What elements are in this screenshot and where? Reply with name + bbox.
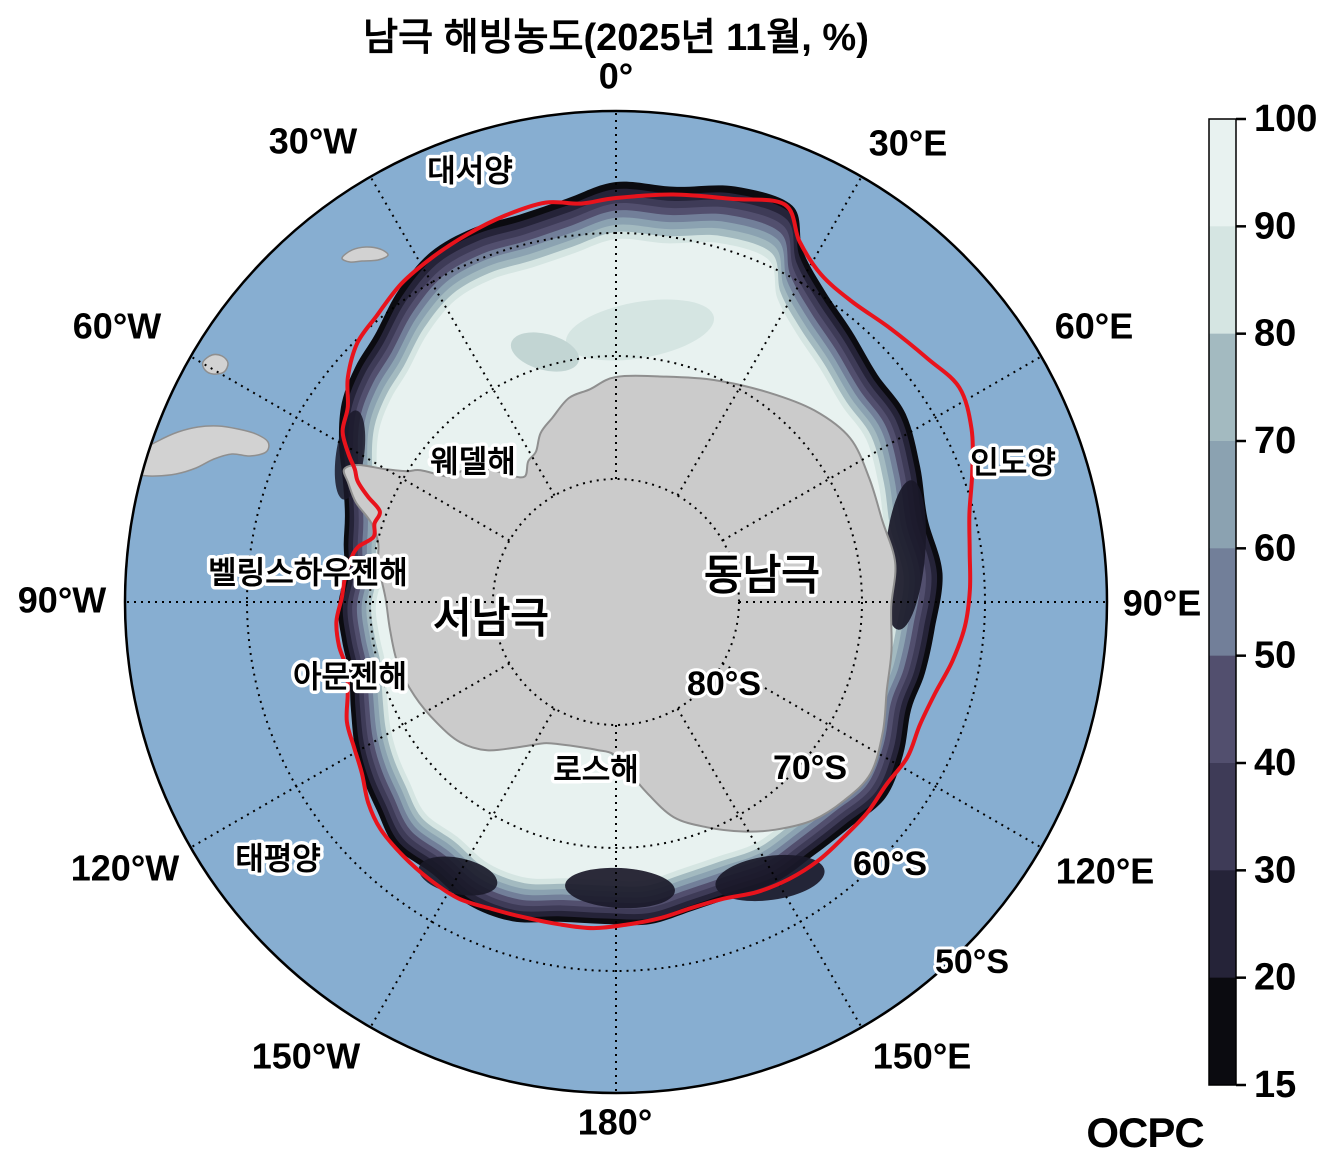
meridian-label-60w: 60°W — [73, 306, 161, 347]
meridian-line — [369, 176, 556, 496]
meridian-line — [190, 662, 510, 849]
colorbar-tick-label: 15 — [1254, 1064, 1296, 1106]
meridian-label-90w: 90°W — [18, 580, 106, 621]
meridian-label-180: 180° — [578, 1102, 652, 1143]
ice-detail-patch — [510, 332, 580, 372]
ice-detail-patch — [565, 299, 715, 361]
meridian-line — [722, 355, 1042, 542]
label-weddell-sea: 웨델해 — [430, 445, 516, 480]
meridian-line — [190, 355, 510, 542]
antarctica-continent — [342, 374, 897, 833]
label-west-antarctica: 서남극 — [433, 595, 549, 642]
colorbar-tick-label: 30 — [1254, 849, 1296, 891]
figure-title: 남극 해빙농도(2025년 11월, %) — [363, 17, 869, 59]
label-ross-sea: 로스해 — [553, 753, 639, 788]
meridian-line — [722, 662, 1042, 849]
polar-map: 0° 30°E 60°E 90°E 120°E 150°E 180° 150°W… — [18, 56, 1201, 1143]
label-east-antarctica: 동남극 — [704, 552, 820, 599]
island-south-georgia — [341, 246, 389, 263]
meridian-label-90e: 90°E — [1123, 583, 1201, 624]
meridian-label-30w: 30°W — [269, 121, 357, 162]
meridian-label-120e: 120°E — [1056, 851, 1154, 892]
colorbar-segment — [1209, 655, 1236, 764]
red-ice-edge-line — [334, 192, 975, 931]
parallel-label-50s: 50°S — [935, 943, 1009, 981]
ocpc-logo: OCPC — [1086, 1109, 1204, 1156]
label-atlantic-ocean: 대서양 — [427, 154, 513, 189]
meridian-line — [369, 708, 556, 1028]
parallel-circle — [369, 355, 863, 849]
colorbar-segment — [1209, 441, 1236, 549]
label-indian-ocean: 인도양 — [970, 446, 1056, 481]
colorbar-border — [1208, 118, 1237, 1086]
colorbar-tick-label: 40 — [1254, 742, 1296, 784]
colorbar-segment — [1209, 763, 1236, 871]
colorbar-tick-label: 90 — [1254, 205, 1296, 247]
colorbar-segment — [1209, 870, 1236, 979]
meridian-line — [676, 708, 863, 1028]
colorbar-segment — [1209, 977, 1236, 1086]
island-tierra-del-fuego — [127, 425, 270, 477]
colorbar-segment — [1209, 119, 1236, 227]
meridian-label-120w: 120°W — [71, 848, 179, 889]
colorbar-tick-label: 20 — [1254, 957, 1296, 999]
map-boundary-circle — [123, 109, 1109, 1095]
meridian-line — [676, 176, 863, 496]
colorbar-tick-label: 100 — [1254, 98, 1317, 140]
colorbar-tick-label: 80 — [1254, 313, 1296, 355]
graticule-layer — [125, 111, 1107, 1093]
label-amundsen-sea: 아문젠해 — [293, 660, 407, 695]
label-pacific-ocean: 태평양 — [235, 842, 321, 877]
colorbar-tick-label: 50 — [1254, 635, 1296, 677]
colorbar-tick-label: 70 — [1254, 420, 1296, 462]
meridian-label-30e: 30°E — [869, 123, 947, 164]
colorbar: 100 90 80 70 60 50 40 30 20 15 — [1208, 98, 1317, 1106]
ice-detail-patch — [565, 867, 675, 909]
ice-detail-patch — [715, 854, 825, 902]
meridian-label-0: 0° — [599, 56, 633, 97]
meridian-label-60e: 60°E — [1055, 306, 1133, 347]
colorbar-segment — [1209, 333, 1236, 442]
colorbar-segment — [1209, 548, 1236, 657]
meridian-label-150e: 150°E — [873, 1036, 971, 1077]
parallel-label-70s: 70°S — [773, 749, 847, 787]
label-bellingshausen-sea: 벨링스하우젠해 — [208, 556, 408, 591]
meridian-label-150w: 150°W — [252, 1036, 360, 1077]
colorbar-tick-label: 60 — [1254, 527, 1296, 569]
land-layer — [127, 246, 897, 833]
island-falkland — [201, 353, 229, 375]
ice-detail-patch — [884, 480, 926, 630]
colorbar-segment — [1209, 226, 1236, 335]
parallel-label-60s: 60°S — [853, 845, 927, 883]
parallel-label-80s: 80°S — [687, 665, 761, 703]
